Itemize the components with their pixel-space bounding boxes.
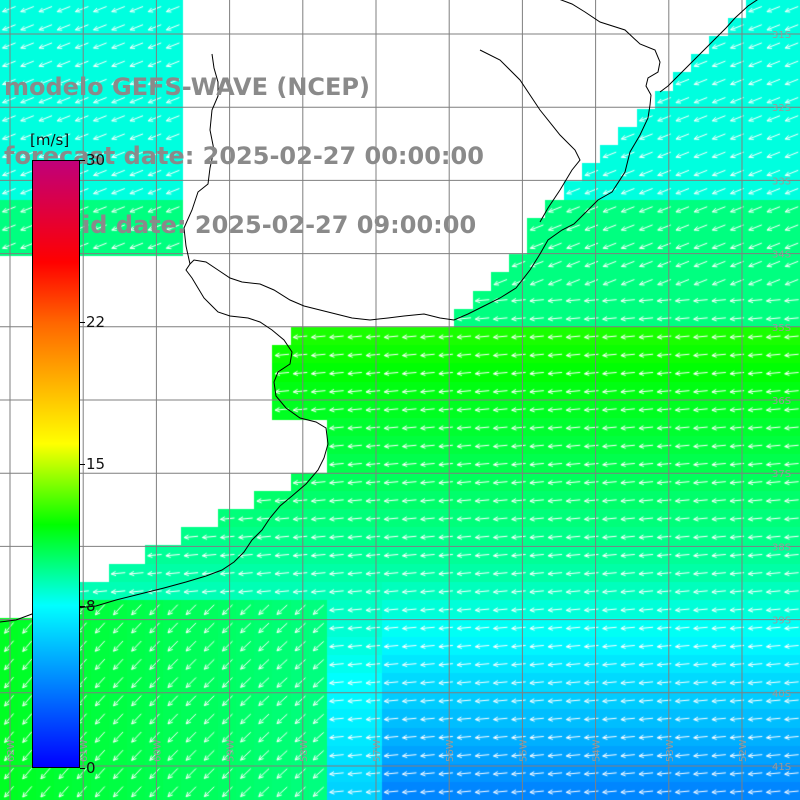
colorbar-tick-label: 30 (86, 151, 106, 169)
latitude-label: 36S (772, 396, 791, 407)
latitude-label: 37S (772, 469, 791, 480)
colorbar-tick-label: 22 (86, 313, 106, 332)
longitude-label: 54W (592, 739, 603, 762)
colorbar-tick-mark (80, 464, 85, 465)
model-name: modelo GEFS-WAVE (NCEP) (4, 73, 370, 101)
colorbar-tick-mark (80, 160, 85, 161)
longitude-label: 60W (152, 739, 163, 762)
colorbar-tick-mark (80, 605, 85, 607)
coastline-path (0, 0, 758, 623)
latitude-label: 38S (772, 542, 791, 553)
latitude-label: 34S (772, 250, 791, 261)
latitude-label: 31S (772, 30, 791, 41)
longitude-label: 55W (518, 739, 529, 762)
longitude-labels: 62W 61W 60W 59W 58W 57W 56W 55W 54W 53W 52W (6, 739, 749, 762)
latitude-label: 35S (772, 323, 791, 334)
latitude-label: 39S (772, 616, 791, 627)
latitude-label: 32S (772, 103, 791, 114)
colorbar-tick-label: 15 (86, 455, 106, 473)
colorbar-tick-label: 0 (86, 759, 96, 777)
latitude-labels: 31S 32S 33S 34S 35S 36S 37S 38S 39S 40S 41S (772, 30, 791, 773)
longitude-label: 59W (226, 739, 237, 762)
latitude-label: 41S (772, 762, 791, 773)
longitude-label: 53W (665, 739, 676, 762)
longitude-label: 57W (372, 739, 383, 762)
longitude-label: 58W (299, 739, 310, 762)
longitude-label: 56W (445, 739, 456, 762)
longitude-label: 61W (79, 739, 90, 762)
longitude-label: 62W (6, 739, 17, 762)
colorbar-tick-label: 8 (86, 596, 96, 615)
latitude-label: 33S (772, 176, 791, 187)
colorbar-tick-mark (80, 768, 85, 769)
colorbar-tick-mark (80, 322, 85, 324)
coastline (0, 0, 758, 623)
longitude-label: 52W (738, 739, 749, 762)
latitude-label: 40S (772, 689, 791, 700)
colorbar-unit-label: [m/s] (30, 131, 70, 149)
colorbar (32, 160, 80, 768)
